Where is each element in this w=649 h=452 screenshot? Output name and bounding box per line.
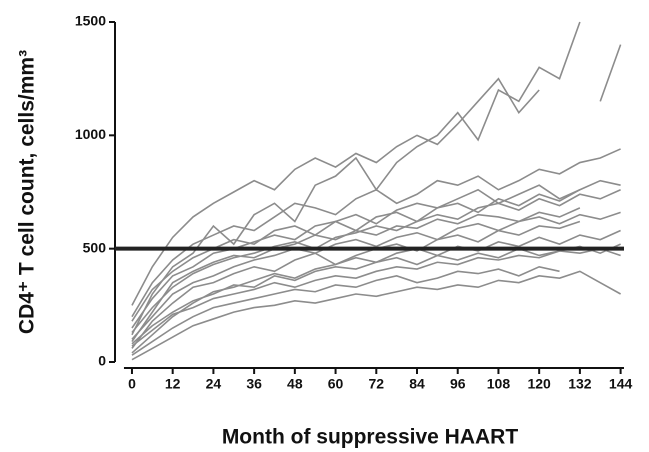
x-tick-label: 132 xyxy=(568,376,592,392)
series-line xyxy=(131,265,560,356)
x-tick-label: 120 xyxy=(527,376,551,392)
y-tick-label: 1500 xyxy=(75,13,106,29)
series-line xyxy=(131,220,581,349)
x-tick-label: 24 xyxy=(206,376,222,392)
series-line xyxy=(131,229,621,354)
x-axis-title: Month of suppressive HAART xyxy=(222,426,519,449)
series-line xyxy=(131,207,581,343)
y-tick-label: 0 xyxy=(98,353,106,369)
y-tick-label: 500 xyxy=(83,239,107,255)
x-tick-label: 96 xyxy=(450,376,466,392)
x-tick-label: 108 xyxy=(487,376,511,392)
series-line xyxy=(131,44,622,306)
series-line xyxy=(131,148,621,318)
series-line xyxy=(131,211,621,340)
x-tick-label: 84 xyxy=(409,376,425,392)
series-line xyxy=(131,189,621,334)
series-line xyxy=(131,270,621,361)
x-tick-label: 60 xyxy=(328,376,344,392)
x-tick-label: 72 xyxy=(368,376,384,392)
x-tick-label: 0 xyxy=(128,376,136,392)
y-tick-label: 1000 xyxy=(75,126,106,142)
y-axis-title: CD4⁺ T cell count, cells/mm³ xyxy=(16,50,39,334)
x-tick-label: 12 xyxy=(165,376,181,392)
series-line xyxy=(131,21,581,336)
x-tick-label: 36 xyxy=(246,376,262,392)
x-tick-label: 144 xyxy=(609,376,633,392)
x-tick-label: 48 xyxy=(287,376,303,392)
series-line xyxy=(131,189,581,329)
series-line xyxy=(131,247,621,347)
